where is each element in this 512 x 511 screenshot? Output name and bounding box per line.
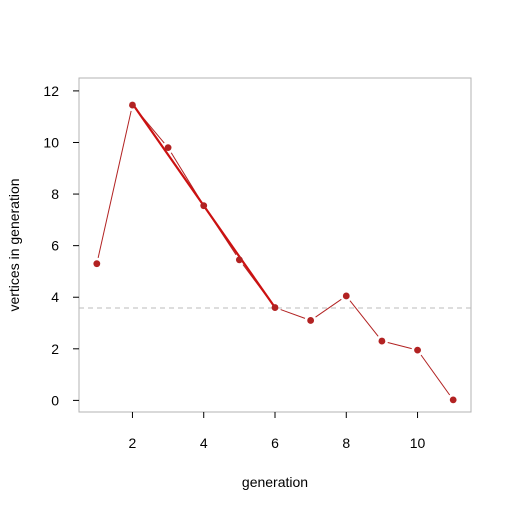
y-axis-title: vertices in generation — [6, 178, 22, 311]
y-tick-label: 10 — [43, 134, 59, 150]
series-line-segment — [280, 309, 306, 319]
y-tick-label: 12 — [43, 83, 59, 99]
x-tick-label: 4 — [200, 435, 208, 451]
x-axis: 2 4 6 8 10 — [129, 412, 426, 451]
x-tick-label: 8 — [342, 435, 350, 451]
y-tick-label: 0 — [51, 392, 59, 408]
y-tick-label: 6 — [51, 238, 59, 254]
data-point — [164, 144, 172, 152]
x-tick-label: 6 — [271, 435, 279, 451]
data-point — [414, 346, 421, 354]
series-line-segment — [349, 300, 379, 337]
y-tick-label: 2 — [51, 341, 59, 357]
points-layer — [93, 101, 457, 404]
data-point — [129, 101, 136, 109]
series-line-segment — [97, 110, 132, 258]
data-point — [93, 260, 101, 268]
y-axis: 0 2 4 6 8 10 12 — [43, 83, 79, 408]
data-point — [200, 202, 208, 210]
y-tick-label: 8 — [51, 186, 59, 202]
plot-frame — [78, 77, 472, 413]
data-point — [378, 337, 386, 345]
series-line-segment — [315, 298, 342, 318]
x-tick-label: 10 — [410, 435, 426, 451]
series-line-segment — [387, 342, 412, 350]
data-point — [342, 292, 350, 300]
data-point — [235, 256, 243, 264]
y-tick-label: 4 — [51, 289, 59, 305]
data-point — [307, 317, 315, 324]
x-tick-label: 2 — [129, 435, 137, 451]
x-axis-title: generation — [242, 474, 308, 490]
series-layer — [97, 109, 451, 396]
data-point — [449, 396, 457, 404]
series-line-segment — [420, 354, 451, 396]
data-point — [271, 304, 279, 311]
